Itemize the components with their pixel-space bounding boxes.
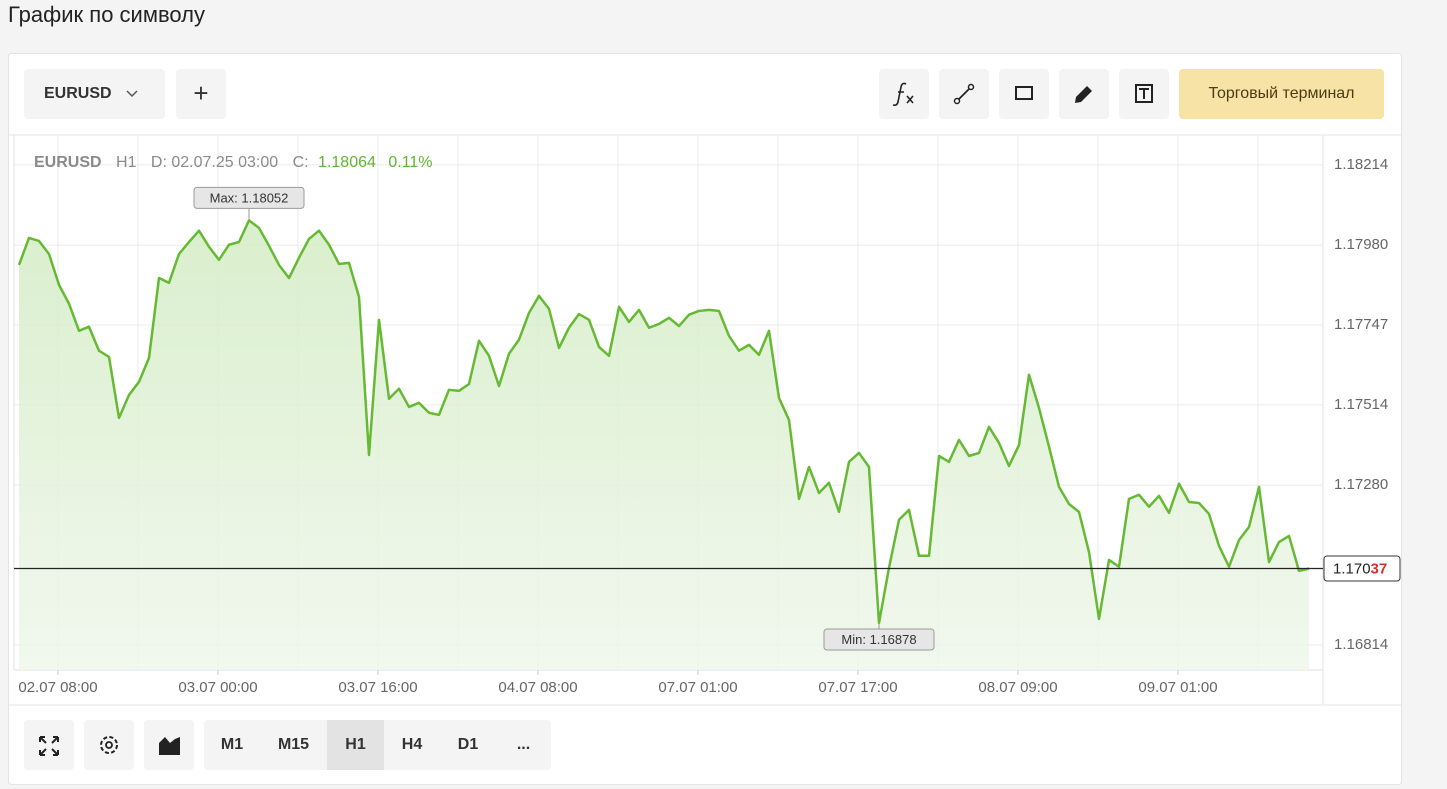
- annotation-label: Max: 1.18052: [210, 190, 289, 205]
- y-tick-label: 1.17980: [1334, 236, 1388, 253]
- x-tick-label: 02.07 08:00: [18, 679, 97, 696]
- timeframe-label: M1: [221, 736, 243, 753]
- x-tick-label: 04.07 08:00: [498, 679, 577, 696]
- line-icon-end: [953, 97, 961, 105]
- symbol-label: EURUSD: [44, 85, 112, 102]
- x-tick-label: 03.07 00:00: [178, 679, 257, 696]
- area: [19, 220, 1309, 670]
- plot: Max: 1.18052 Min: 1.16878: [14, 186, 1323, 670]
- legend-symbol: EURUSD: [34, 154, 102, 171]
- x-tick-label: 07.07 17:00: [818, 679, 897, 696]
- x-tick-label: 07.07 01:00: [658, 679, 737, 696]
- settings-icon-core: [105, 741, 113, 749]
- legend-timeframe: H1: [116, 154, 137, 171]
- timeframes: M1 M15 H1 H4 D1...: [221, 720, 530, 770]
- y-tick-label: 1.18214: [1334, 156, 1388, 173]
- y-tick-label: 1.17514: [1334, 396, 1388, 413]
- current-price-label: 1.17037: [1333, 560, 1387, 577]
- x-tick-label: 09.07 01:00: [1138, 679, 1217, 696]
- line-icon: [956, 86, 972, 102]
- current-price-accent: 37: [1371, 560, 1388, 577]
- legend-date: D: 02.07.25 03:00: [151, 154, 278, 171]
- chart-type-icon: [159, 737, 180, 755]
- timeframe-button[interactable]: [327, 720, 384, 770]
- current-price-box: [1323, 555, 1401, 582]
- x-tick-label: 03.07 16:00: [338, 679, 417, 696]
- chart-legend: EURUSD H1 D: 02.07.25 03:00 C: 1.18064 0…: [34, 154, 433, 171]
- trade-terminal-button[interactable]: [1179, 69, 1384, 119]
- rect-tool-button[interactable]: [999, 69, 1049, 119]
- fx-icon: [892, 82, 914, 106]
- timeframe-label: ...: [517, 736, 530, 753]
- timeframe-label: H4: [402, 736, 423, 753]
- annotation-box: [193, 186, 305, 209]
- legend-change: 0.11%: [388, 154, 432, 171]
- text-icon-t: [1139, 88, 1149, 99]
- settings-icon: [100, 736, 118, 754]
- indicators-button[interactable]: [879, 69, 929, 119]
- rect-icon: [1015, 86, 1033, 100]
- annotation-label: Min: 1.16878: [841, 632, 916, 647]
- current-price-main: 1.170: [1333, 560, 1371, 577]
- page-title: График по символу: [8, 2, 205, 27]
- timeframe-label: M15: [278, 736, 309, 753]
- timeframe-label: D1: [458, 736, 479, 753]
- y-tick-label: 1.17280: [1334, 476, 1388, 493]
- add-label: +: [193, 78, 208, 108]
- text-icon-frame: [1135, 84, 1153, 103]
- fullscreen-button[interactable]: [24, 720, 74, 770]
- add-button[interactable]: [176, 69, 226, 119]
- legend-close-label: C:: [293, 154, 309, 171]
- top-toolbar: EURUSD + Торговый терминал: [24, 69, 1384, 119]
- annotation-box: [823, 628, 935, 651]
- line-icon-end: [967, 83, 975, 91]
- price-line: [17, 219, 1310, 625]
- pencil-icon: [1075, 86, 1092, 103]
- trade-terminal-label: Торговый терминал: [1208, 85, 1354, 102]
- bottom-toolbar: M1 M15 H1 H4 D1...: [24, 720, 551, 770]
- symbol-dropdown[interactable]: [24, 69, 165, 119]
- x-tick-label: 08.07 09:00: [978, 679, 1057, 696]
- fullscreen-icon: [39, 736, 59, 756]
- legend-close: 1.18064: [318, 154, 376, 171]
- timeframe-label: H1: [345, 736, 366, 753]
- settings-button[interactable]: [84, 720, 134, 770]
- y-tick-label: 1.16814: [1334, 636, 1388, 653]
- dropdown-caret: [126, 90, 138, 98]
- y-tick-label: 1.17747: [1334, 316, 1388, 333]
